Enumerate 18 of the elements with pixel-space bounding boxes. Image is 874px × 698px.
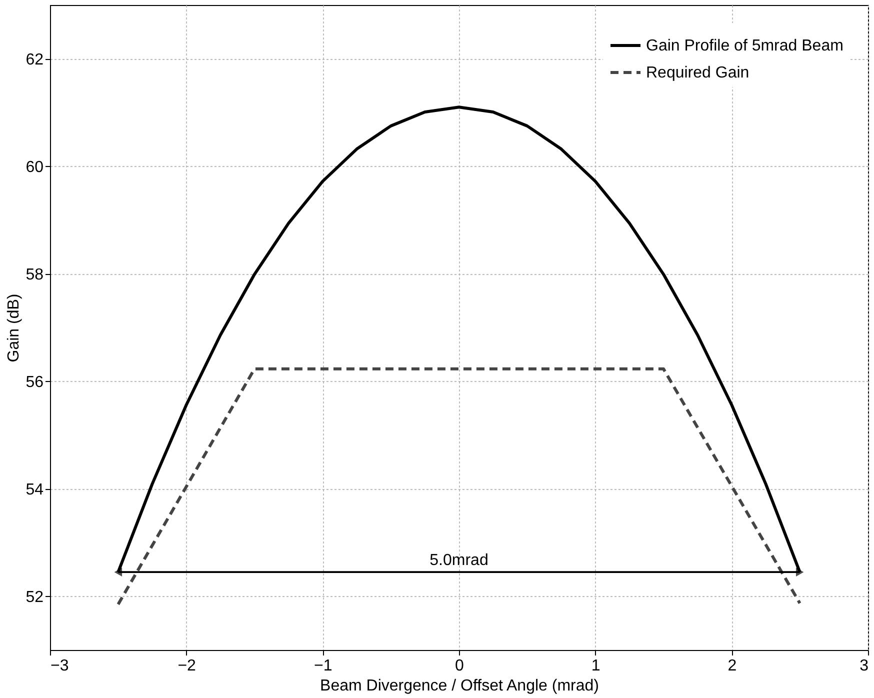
x-tick-label: −2 bbox=[178, 658, 196, 674]
legend-label: Required Gain bbox=[646, 64, 750, 82]
x-tick-label: 2 bbox=[728, 658, 737, 674]
x-tick-label: −3 bbox=[50, 658, 69, 674]
y-axis-title: Gain (dB) bbox=[6, 294, 23, 362]
annotation: 5.0mrad bbox=[430, 552, 488, 570]
x-tick-label: 0 bbox=[455, 658, 464, 674]
x-tick-label: 3 bbox=[860, 658, 869, 674]
y-tick-label: 54 bbox=[26, 481, 44, 498]
legend-label: Gain Profile of 5mrad Beam bbox=[646, 38, 844, 54]
y-tick-label: 58 bbox=[26, 266, 44, 284]
y-tick-label: 56 bbox=[26, 374, 44, 391]
x-tick-label: 1 bbox=[591, 658, 600, 674]
y-tick-label: 60 bbox=[26, 158, 44, 176]
y-tick-label: 62 bbox=[26, 51, 44, 68]
x-axis-title: Beam Divergence / Offset Angle (mrad) bbox=[320, 678, 599, 694]
x-tick-label: −1 bbox=[314, 658, 332, 674]
y-tick-label: 52 bbox=[26, 588, 44, 606]
